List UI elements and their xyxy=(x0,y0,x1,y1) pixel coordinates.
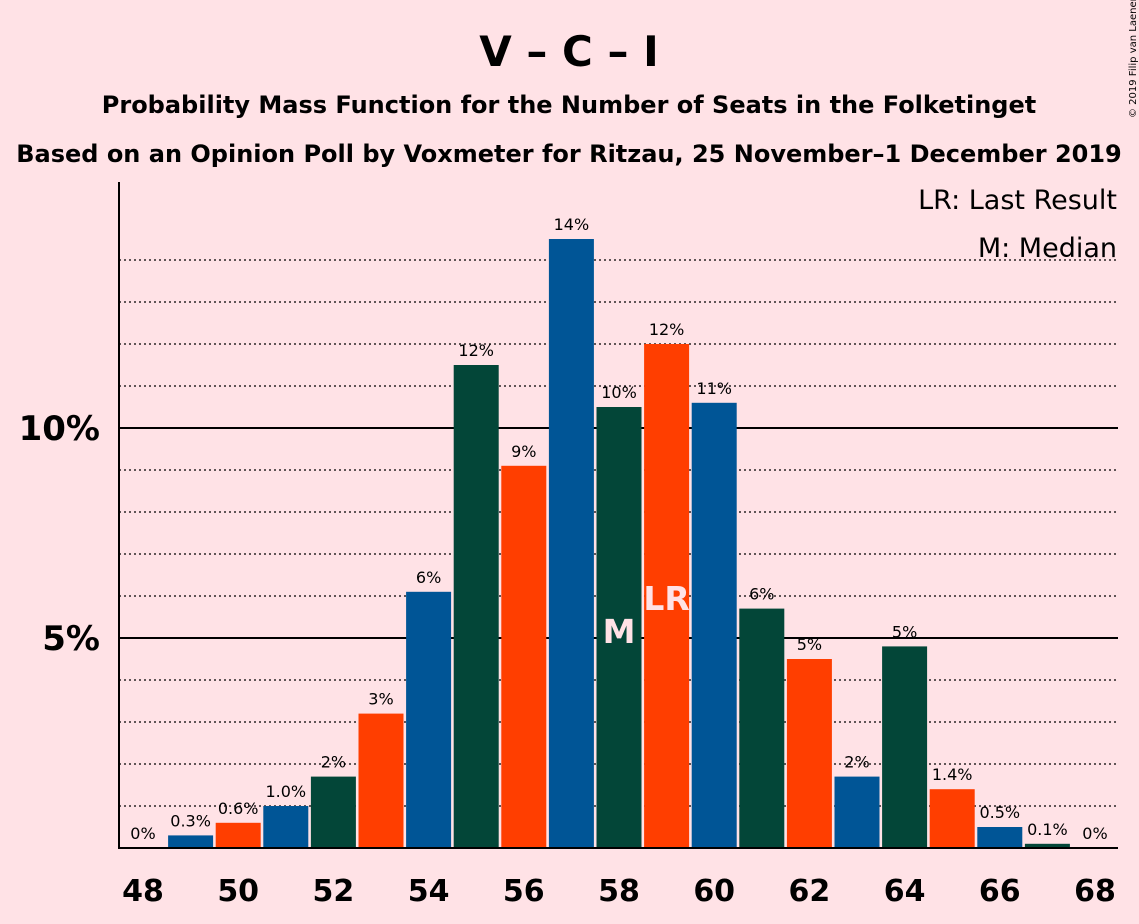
x-tick-58: 58 xyxy=(598,874,640,909)
data-label-49: 0.3% xyxy=(170,811,211,830)
legend-median: M: Median xyxy=(978,233,1117,264)
data-label-56: 9% xyxy=(511,442,536,461)
bar-57 xyxy=(548,239,594,848)
data-label-51: 1.0% xyxy=(265,782,306,801)
markers-group: MLR xyxy=(603,579,690,651)
x-tick-66: 66 xyxy=(979,874,1021,909)
marker-m: M xyxy=(603,612,636,651)
bar-49 xyxy=(168,835,214,848)
x-tick-60: 60 xyxy=(693,874,735,909)
bar-67 xyxy=(1024,843,1070,848)
bar-55 xyxy=(453,365,499,848)
bar-58 xyxy=(596,407,642,848)
data-label-65: 1.4% xyxy=(932,765,973,784)
chart-subtitle-2: Based on an Opinion Poll by Voxmeter for… xyxy=(16,140,1122,168)
data-label-50: 0.6% xyxy=(218,799,259,818)
data-label-55: 12% xyxy=(458,341,494,360)
data-label-64: 5% xyxy=(892,622,917,641)
bars-group xyxy=(168,239,1070,848)
data-label-48: 0% xyxy=(130,824,155,843)
data-label-62: 5% xyxy=(797,635,822,654)
y-tick-5: 5% xyxy=(42,619,100,659)
bar-56 xyxy=(501,465,547,848)
x-tick-62: 62 xyxy=(789,874,831,909)
data-label-66: 0.5% xyxy=(979,803,1020,822)
grid-lines xyxy=(119,259,1118,807)
marker-lr: LR xyxy=(643,579,689,618)
bar-63 xyxy=(834,776,880,848)
y-tick-labels: 5% 10% xyxy=(19,409,100,659)
chart-title: V – C – I xyxy=(479,27,658,76)
x-tick-labels: 48 50 52 54 56 58 60 62 64 66 68 xyxy=(122,874,1116,909)
bar-62 xyxy=(786,659,832,848)
bar-64 xyxy=(882,646,928,848)
bar-53 xyxy=(358,713,404,848)
x-tick-48: 48 xyxy=(122,874,164,909)
legend-last-result: LR: Last Result xyxy=(918,185,1117,216)
x-tick-64: 64 xyxy=(884,874,926,909)
copyright-notice: © 2019 Filip van Laenen xyxy=(1128,0,1139,118)
x-tick-56: 56 xyxy=(503,874,545,909)
data-label-53: 3% xyxy=(368,690,393,709)
data-label-67: 0.1% xyxy=(1027,820,1068,839)
data-label-52: 2% xyxy=(321,753,346,772)
x-tick-50: 50 xyxy=(217,874,259,909)
chart-subtitle-1: Probability Mass Function for the Number… xyxy=(102,91,1036,119)
data-label-58: 10% xyxy=(601,383,637,402)
data-label-54: 6% xyxy=(416,568,441,587)
data-label-68: 0% xyxy=(1082,824,1107,843)
y-tick-10: 10% xyxy=(19,409,100,449)
data-label-61: 6% xyxy=(749,585,774,604)
bar-65 xyxy=(929,789,975,848)
bar-54 xyxy=(406,591,452,848)
bar-60 xyxy=(691,402,737,848)
bar-51 xyxy=(263,806,309,848)
data-label-57: 14% xyxy=(554,215,590,234)
data-label-59: 12% xyxy=(649,320,685,339)
data-label-63: 2% xyxy=(844,753,869,772)
bar-59 xyxy=(644,344,690,848)
bar-66 xyxy=(977,827,1023,848)
bar-52 xyxy=(310,776,356,848)
data-labels-group: 0% 0.3% 0.6% 1.0% 2% 3% 6% 12% 9% 14% 10% 12% 11% 6% 5… xyxy=(130,215,1107,843)
data-label-60: 11% xyxy=(696,379,732,398)
bar-61 xyxy=(739,608,785,848)
x-tick-54: 54 xyxy=(408,874,450,909)
x-tick-52: 52 xyxy=(313,874,355,909)
bar-50 xyxy=(215,822,261,848)
x-tick-68: 68 xyxy=(1074,874,1116,909)
